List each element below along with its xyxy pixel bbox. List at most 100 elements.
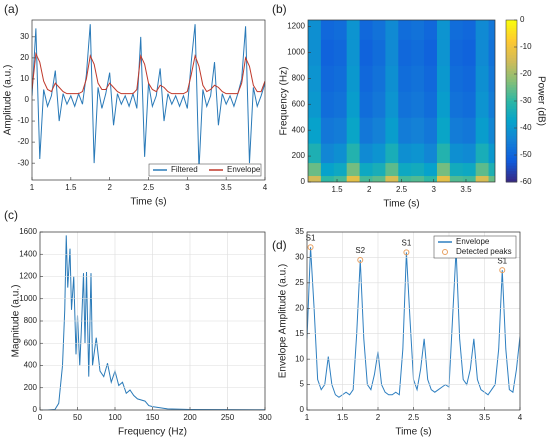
x-tick-label: 3.5 <box>460 185 472 194</box>
x-tick-label: 2 <box>107 183 112 192</box>
heatmap-cell <box>488 65 495 92</box>
heatmap-cell <box>308 91 322 118</box>
y-tick-label: 0 <box>25 95 30 104</box>
x-tick-label: 2 <box>367 185 372 194</box>
x-tick-label: 3.5 <box>221 183 233 192</box>
colorbar-step <box>506 82 517 86</box>
axes-frame <box>39 231 266 411</box>
x-tick-label: 300 <box>258 413 272 422</box>
colorbar-step <box>506 30 517 34</box>
heatmap-cell <box>333 175 348 182</box>
heatmap-cell <box>385 65 399 92</box>
heatmap-cell <box>424 175 438 182</box>
colorbar-step <box>506 57 517 61</box>
panel-label: (a) <box>4 2 19 16</box>
legend-box <box>148 163 262 177</box>
heatmap-cell <box>308 117 322 144</box>
y-axis-label: Magnitude (a.u.) <box>11 285 22 358</box>
axes-frame <box>307 19 496 183</box>
y-tick-label: 5 <box>300 380 305 389</box>
colorbar-step <box>506 52 517 56</box>
x-tick-label: 100 <box>108 413 122 422</box>
colorbar-step <box>506 138 517 142</box>
heatmap-cell <box>475 91 490 118</box>
colorbar-step <box>506 60 517 64</box>
heatmap-cell <box>424 143 438 164</box>
heatmap-cell <box>333 20 348 40</box>
heatmap-cell <box>320 39 335 66</box>
heatmap-cell <box>308 20 322 40</box>
heatmap-cell <box>398 162 412 177</box>
y-tick-label: -30 <box>17 158 29 167</box>
heatmap-cell <box>359 20 373 40</box>
heatmap-cell <box>372 117 386 144</box>
heatmap-cell <box>424 39 438 66</box>
colorbar-tick-label: -40 <box>520 123 532 132</box>
colorbar-step <box>506 76 517 80</box>
heatmap-cell <box>320 117 335 144</box>
y-tick-label: 35 <box>295 227 304 236</box>
y-tick-label: 200 <box>292 151 306 160</box>
x-tick-label: 200 <box>183 413 197 422</box>
colorbar-step <box>506 144 517 148</box>
colorbar-step <box>506 173 517 178</box>
peak-marker <box>307 244 314 251</box>
x-tick-label: 250 <box>221 413 235 422</box>
colorbar-step <box>506 119 517 124</box>
heatmap-cell <box>320 143 335 164</box>
colorbar-step <box>506 133 517 137</box>
heatmap-cell <box>308 162 322 177</box>
heatmap-cell <box>475 175 490 182</box>
heatmap-cell <box>488 143 495 164</box>
x-tick-label: 3 <box>185 183 190 192</box>
heatmap-cell <box>488 175 495 182</box>
colorbar-step <box>506 171 517 175</box>
x-axis-label: Time (s) <box>130 197 166 208</box>
heatmap-cell <box>372 162 386 177</box>
colorbar-step <box>506 125 517 129</box>
heatmap-cell <box>385 117 399 144</box>
heatmap-cell <box>411 39 425 66</box>
colorbar-label: Power (dB) <box>535 76 546 126</box>
y-tick-label: 20 <box>20 53 29 62</box>
colorbar-step <box>506 168 517 172</box>
heatmap-cell <box>398 39 412 66</box>
plot-area <box>32 24 265 170</box>
y-tick-label: 0 <box>301 177 306 186</box>
colorbar-step <box>506 128 517 132</box>
colorbar-step <box>506 71 517 75</box>
heatmap-cell <box>346 39 361 66</box>
y-axis-label: Amplitude (a.u.) <box>3 65 14 136</box>
y-tick-label: 200 <box>24 383 38 392</box>
heatmap-cell <box>359 162 373 177</box>
heatmap-cell <box>398 175 412 182</box>
colorbar-tick-label: -60 <box>520 177 532 186</box>
heatmap-cell <box>359 175 373 182</box>
heatmap-cell <box>346 162 361 177</box>
y-tick-label: 600 <box>24 338 38 347</box>
y-tick-label: 1400 <box>19 249 37 258</box>
y-axis-label: Envelope Amplitude (a.u.) <box>278 264 289 379</box>
x-tick-label: 1.5 <box>65 183 77 192</box>
heatmap-cell <box>475 162 490 177</box>
heatmap-cell <box>308 65 322 92</box>
heatmap-cell <box>308 175 322 182</box>
heatmap-cell <box>372 65 386 92</box>
legend-label: Envelope <box>227 165 261 174</box>
heatmap-cell <box>333 39 348 66</box>
heatmap-cell <box>333 143 348 164</box>
heatmap-cell <box>320 162 335 177</box>
colorbar-step <box>506 63 517 67</box>
colorbar-step <box>506 146 517 151</box>
heatmap-cell <box>488 162 495 177</box>
colorbar-step <box>506 114 517 118</box>
x-tick-label: 2.5 <box>408 413 420 422</box>
y-tick-label: 25 <box>295 278 304 287</box>
colorbar-step <box>506 106 517 110</box>
heatmap-cell <box>462 143 477 164</box>
heatmap-cell <box>411 117 425 144</box>
heatmap-cell <box>424 20 438 40</box>
heatmap-cell <box>398 91 412 118</box>
colorbar-step <box>506 111 517 115</box>
